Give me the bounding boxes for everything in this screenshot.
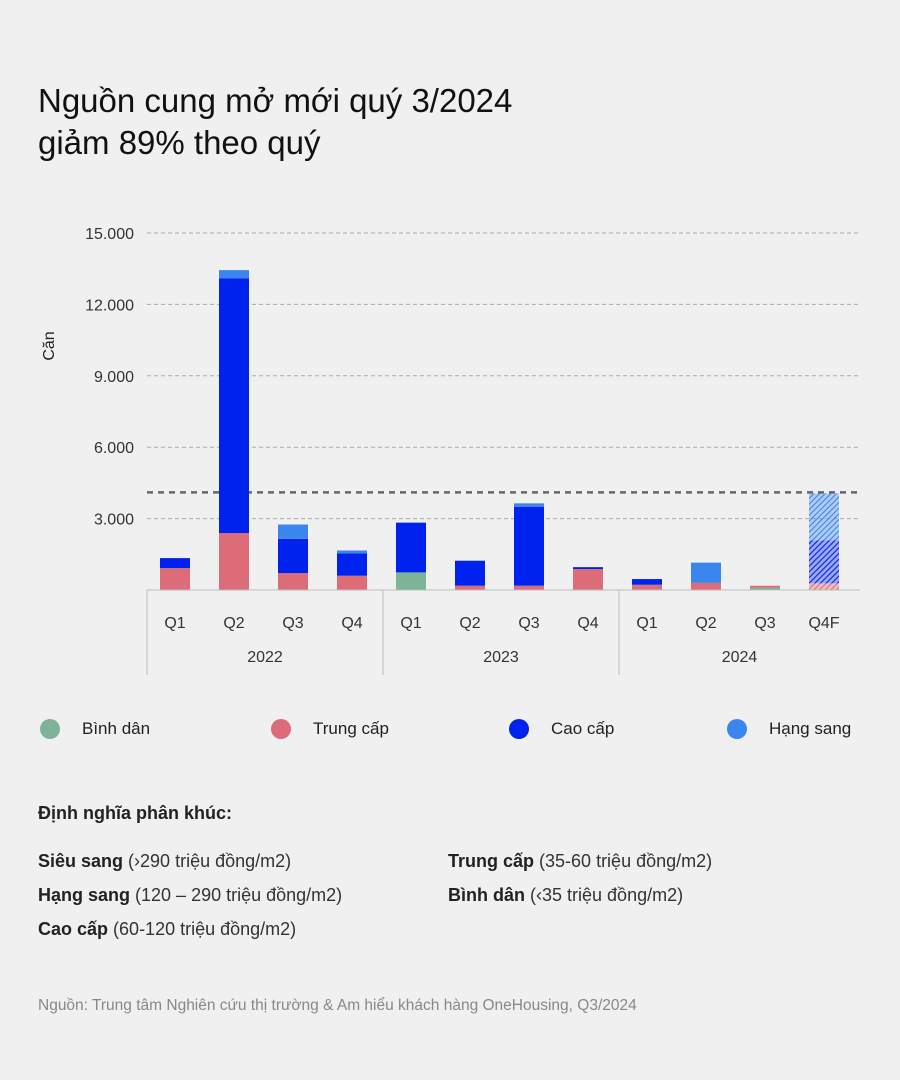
title-line-1: Nguồn cung mở mới quý 3/2024: [38, 82, 513, 119]
bar-segment-hạng-sang: [691, 562, 721, 583]
bar-segment-trung-cấp: [632, 584, 662, 590]
bar-segment-cao-cấp: [455, 560, 485, 586]
bar-segment-cao-cấp: [632, 579, 662, 585]
x-tick-label: Q4: [577, 615, 598, 632]
x-year-label: 2022: [247, 649, 283, 666]
bar-segment-hạng-sang: [278, 524, 308, 539]
definition-hang-sang: Hạng sang (120 – 290 triệu đồng/m2): [38, 885, 342, 906]
bar-segment-cao-cấp: [809, 540, 839, 584]
definition-name: Siêu sang: [38, 851, 124, 871]
x-tick-label: Q1: [400, 615, 421, 632]
legend-swatch-icon: [509, 719, 529, 739]
bar-segment-trung-cấp: [455, 585, 485, 590]
y-tick-label: 9.000: [94, 369, 134, 386]
y-tick-label: 6.000: [94, 440, 134, 457]
bar-segment-cao-cấp: [278, 538, 308, 574]
y-tick-label: 15.000: [85, 226, 134, 243]
x-tick-label: Q4F: [808, 615, 839, 632]
definition-name: Trung cấp: [448, 851, 535, 871]
definition-trung-cap: Trung cấp (35-60 triệu đồng/m2): [448, 851, 712, 872]
title-line-2: giảm 89% theo quý: [38, 124, 321, 161]
definition-range: (60-120 triệu đồng/m2): [113, 919, 297, 939]
bar-segment-trung-cấp: [691, 582, 721, 590]
definition-range: (35-60 triệu đồng/m2): [539, 851, 713, 871]
definition-range: (›290 triệu đồng/m2): [128, 851, 292, 871]
x-tick-label: Q1: [636, 615, 657, 632]
bar-segment-bình-dân: [750, 587, 780, 590]
legend-label: Hạng sang: [769, 719, 852, 738]
bar-segment-trung-cấp: [278, 573, 308, 590]
y-tick-label: 12.000: [85, 297, 134, 314]
bar-segment-cao-cấp: [337, 553, 367, 576]
bar-segment-trung-cấp: [219, 533, 249, 590]
chart-title: Nguồn cung mở mới quý 3/2024 giảm 89% th…: [38, 80, 512, 164]
x-tick-label: Q4: [341, 615, 362, 632]
bar-segment-cao-cấp: [160, 558, 190, 569]
bar-segment-hạng-sang: [514, 503, 544, 507]
bar-segment-trung-cấp: [514, 585, 544, 590]
x-year-label: 2023: [483, 649, 519, 666]
y-tick-label: 3.000: [94, 512, 134, 529]
y-axis-label: Căn: [41, 331, 58, 360]
legend-swatch-icon: [40, 719, 60, 739]
bar-segment-trung-cấp: [337, 575, 367, 590]
bar-segment-cao-cấp: [514, 506, 544, 586]
x-tick-label: Q2: [223, 615, 244, 632]
bar-segment-trung-cấp: [573, 569, 603, 590]
legend-item: Bình dân: [40, 719, 150, 739]
definition-binh-dan: Bình dân (‹35 triệu đồng/m2): [448, 885, 683, 906]
x-tick-label: Q2: [459, 615, 480, 632]
source-note: Nguồn: Trung tâm Nghiên cứu thị trường &…: [38, 997, 637, 1014]
x-tick-label: Q3: [518, 615, 539, 632]
definition-name: Bình dân: [448, 885, 525, 905]
legend-label: Bình dân: [82, 719, 151, 738]
legend-item: Trung cấp: [271, 719, 389, 739]
legend-item: Cao cấp: [509, 719, 614, 739]
bar-segment-trung-cấp: [750, 585, 780, 588]
x-tick-label: Q1: [164, 615, 185, 632]
legend-label: Cao cấp: [551, 719, 615, 738]
definition-cao-cap: Cao cấp (60-120 triệu đồng/m2): [38, 919, 296, 940]
legend-item: Hạng sang: [727, 719, 851, 739]
bar-segment-cao-cấp: [219, 278, 249, 534]
stacked-bar-chart: 15.000 12.000 9.000 6.000 3.000 Căn Q1 Q2 Q3 Q4 Q1…: [41, 226, 860, 675]
bar-segment-hạng-sang: [219, 270, 249, 279]
definitions-heading: Định nghĩa phân khúc:: [38, 803, 232, 823]
definition-range: (120 – 290 triệu đồng/m2): [135, 885, 343, 905]
definition-sieu-sang: Siêu sang (›290 triệu đồng/m2): [38, 851, 291, 872]
x-tick-label: Q3: [754, 615, 775, 632]
definition-name: Cao cấp: [38, 919, 109, 939]
definition-name: Hạng sang: [38, 885, 131, 905]
bar-segment-cao-cấp: [573, 567, 603, 570]
legend-swatch-icon: [727, 719, 747, 739]
bar-segment-hạng-sang: [337, 550, 367, 554]
definition-range: (‹35 triệu đồng/m2): [530, 885, 684, 905]
bar-segment-trung-cấp: [160, 568, 190, 590]
x-year-label: 2024: [722, 649, 758, 666]
bar-segment-hạng-sang: [809, 493, 839, 541]
bar-segment-bình-dân: [396, 572, 426, 590]
legend: Bình dân Trung cấp Cao cấp Hạng sang: [0, 719, 900, 745]
legend-swatch-icon: [271, 719, 291, 739]
bar-segment-cao-cấp: [396, 522, 426, 573]
x-tick-label: Q3: [282, 615, 303, 632]
bar-segment-trung-cấp: [809, 583, 839, 590]
x-tick-label: Q2: [695, 615, 716, 632]
legend-label: Trung cấp: [313, 719, 389, 738]
